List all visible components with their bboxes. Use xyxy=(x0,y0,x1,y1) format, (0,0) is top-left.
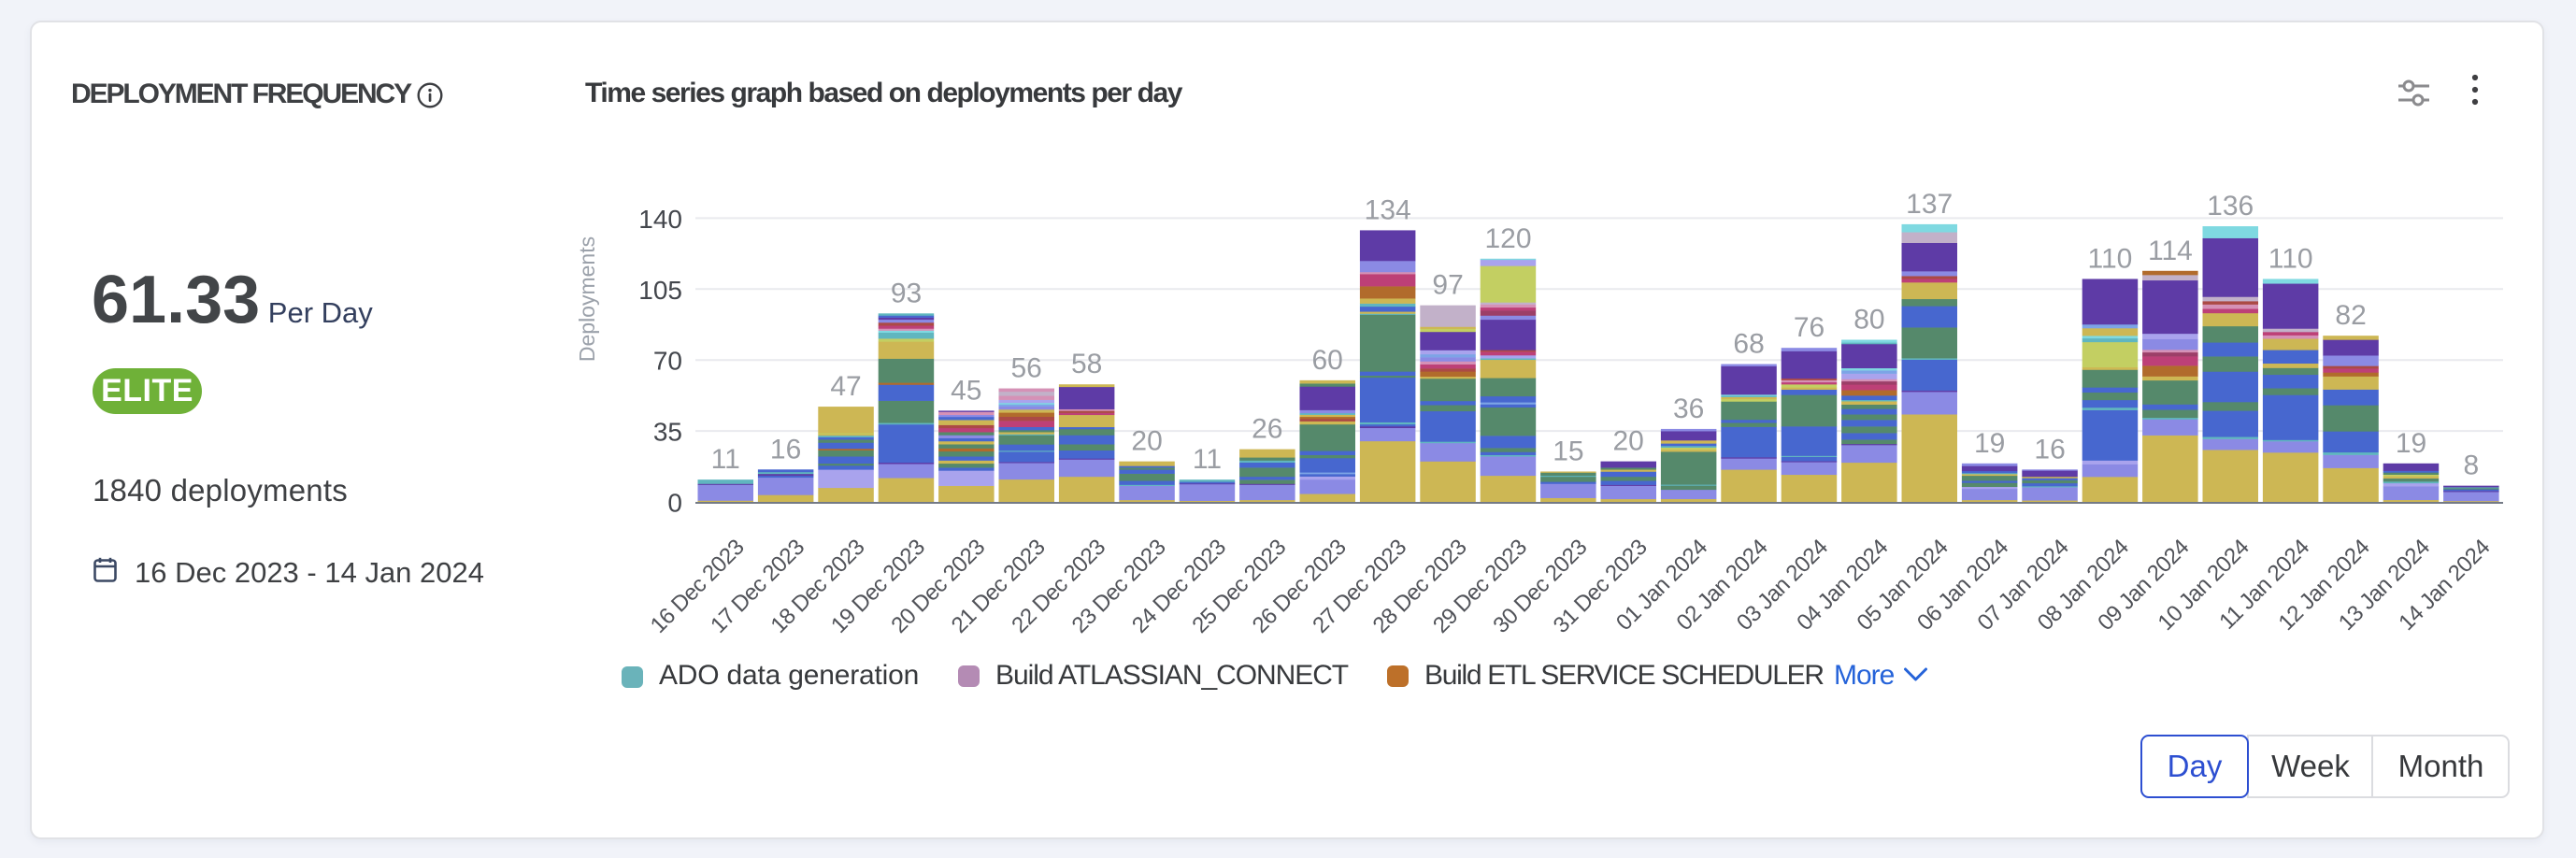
svg-text:114: 114 xyxy=(2148,236,2193,266)
svg-text:82: 82 xyxy=(2335,300,2366,331)
svg-text:20: 20 xyxy=(1613,426,1644,457)
svg-text:36: 36 xyxy=(1673,393,1704,424)
svg-text:68: 68 xyxy=(1733,329,1764,360)
svg-text:134: 134 xyxy=(1365,194,1411,225)
svg-text:76: 76 xyxy=(1794,312,1825,343)
svg-text:110: 110 xyxy=(2268,244,2313,275)
svg-text:70: 70 xyxy=(653,347,682,376)
svg-text:140: 140 xyxy=(638,205,682,234)
svg-text:16: 16 xyxy=(2034,434,2065,465)
svg-text:47: 47 xyxy=(830,371,861,402)
svg-text:8: 8 xyxy=(2464,450,2480,481)
svg-text:20: 20 xyxy=(1131,426,1162,457)
svg-text:Deployments: Deployments xyxy=(575,236,599,362)
svg-text:11: 11 xyxy=(1193,444,1222,475)
svg-text:15: 15 xyxy=(1553,436,1583,467)
svg-text:136: 136 xyxy=(2207,191,2254,222)
svg-text:56: 56 xyxy=(1011,353,1042,384)
svg-text:0: 0 xyxy=(667,489,682,518)
svg-text:80: 80 xyxy=(1853,305,1884,336)
svg-text:60: 60 xyxy=(1312,345,1343,376)
svg-text:19: 19 xyxy=(1974,428,2005,459)
svg-text:137: 137 xyxy=(1906,189,1953,220)
svg-text:120: 120 xyxy=(1484,223,1531,254)
svg-text:58: 58 xyxy=(1071,349,1102,379)
svg-text:110: 110 xyxy=(2087,244,2132,275)
svg-text:35: 35 xyxy=(653,418,682,447)
svg-text:19: 19 xyxy=(2396,428,2426,459)
svg-text:97: 97 xyxy=(1432,270,1463,301)
svg-text:105: 105 xyxy=(638,276,682,305)
svg-text:16: 16 xyxy=(770,434,801,465)
svg-text:26: 26 xyxy=(1252,414,1282,445)
svg-text:45: 45 xyxy=(951,375,981,406)
svg-text:93: 93 xyxy=(891,278,922,308)
svg-text:11: 11 xyxy=(711,444,740,475)
